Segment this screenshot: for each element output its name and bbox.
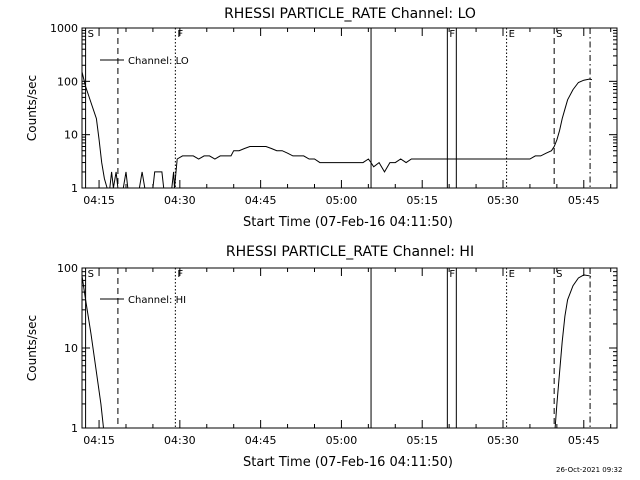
y-tick-label: 10 xyxy=(64,129,78,142)
y-tick-label: 100 xyxy=(57,262,78,275)
x-tick-label: 05:00 xyxy=(326,434,358,447)
y-tick-label: 100 xyxy=(57,75,78,88)
event-marker-label: S xyxy=(88,269,94,280)
x-axis-label: Start Time (07-Feb-16 04:11:50) xyxy=(243,215,453,230)
event-markers: SFFES xyxy=(85,28,591,188)
y-tick-label: 1 xyxy=(71,182,78,195)
x-tick-label: 04:45 xyxy=(245,194,277,207)
plot-frame xyxy=(81,267,618,429)
x-tick-label: 05:30 xyxy=(487,434,519,447)
y-tick-label: 1 xyxy=(71,422,78,435)
event-marker-label: F xyxy=(449,269,455,280)
event-marker-label: S xyxy=(556,269,562,280)
x-tick-label: 05:15 xyxy=(406,194,438,207)
lo-channel-panel: RHESSI PARTICLE_RATE Channel: LO S F F E S 0… xyxy=(25,6,618,230)
x-axis-label: Start Time (07-Feb-16 04:11:50) xyxy=(243,455,453,470)
event-marker-label: E xyxy=(509,29,515,40)
event-marker-label: S xyxy=(556,29,562,40)
x-tick-label: 04:30 xyxy=(164,434,196,447)
series-line xyxy=(81,71,592,189)
legend-label: Channel: HI xyxy=(128,295,186,306)
x-tick-label: 04:45 xyxy=(245,434,277,447)
plot-frame xyxy=(81,27,618,189)
event-markers: SFFES xyxy=(85,268,591,428)
event-marker-label: F xyxy=(177,29,183,40)
x-tick-label: 05:30 xyxy=(487,194,519,207)
axis-ticks: 04:15 04:30 04:45 05:00 05:15 05:30 05:45 1 10 10… xyxy=(57,262,617,447)
y-tick-label: 1000 xyxy=(50,22,78,35)
plot-title: RHESSI PARTICLE_RATE Channel: HI xyxy=(226,244,474,260)
plot-title: RHESSI PARTICLE_RATE Channel: LO xyxy=(224,6,476,22)
event-marker-label: F xyxy=(449,29,455,40)
generation-timestamp: 26-Oct-2021 09:32 xyxy=(556,466,623,474)
event-marker-label: F xyxy=(177,269,183,280)
x-tick-label: 05:15 xyxy=(406,434,438,447)
event-marker-label: E xyxy=(509,269,515,280)
axis-ticks: 04:15 04:30 04:45 05:00 05:15 05:30 05:45 1 10 10… xyxy=(50,22,617,207)
x-tick-label: 04:30 xyxy=(164,194,196,207)
y-tick-label: 10 xyxy=(64,342,78,355)
legend-label: Channel: LO xyxy=(128,56,189,67)
event-marker-label: S xyxy=(88,29,94,40)
hi-channel-panel: RHESSI PARTICLE_RATE Channel: HI S F F E S 0… xyxy=(25,244,618,470)
data-series xyxy=(81,71,592,189)
y-axis-label: Counts/sec xyxy=(25,315,39,381)
series-line xyxy=(81,274,592,429)
data-series xyxy=(81,274,592,429)
y-axis-label: Counts/sec xyxy=(25,75,39,141)
x-tick-label: 05:45 xyxy=(568,434,600,447)
x-tick-label: 05:00 xyxy=(326,194,358,207)
x-tick-label: 05:45 xyxy=(568,194,600,207)
x-tick-label: 04:15 xyxy=(83,434,115,447)
x-tick-label: 04:15 xyxy=(83,194,115,207)
